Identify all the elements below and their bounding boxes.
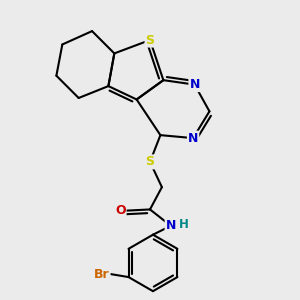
Text: N: N: [166, 219, 176, 232]
Text: N: N: [189, 78, 200, 91]
Text: O: O: [115, 204, 126, 218]
Text: S: S: [146, 155, 154, 168]
Text: N: N: [188, 132, 198, 145]
Text: Br: Br: [94, 268, 110, 281]
Text: H: H: [179, 218, 189, 231]
Text: S: S: [146, 34, 154, 46]
